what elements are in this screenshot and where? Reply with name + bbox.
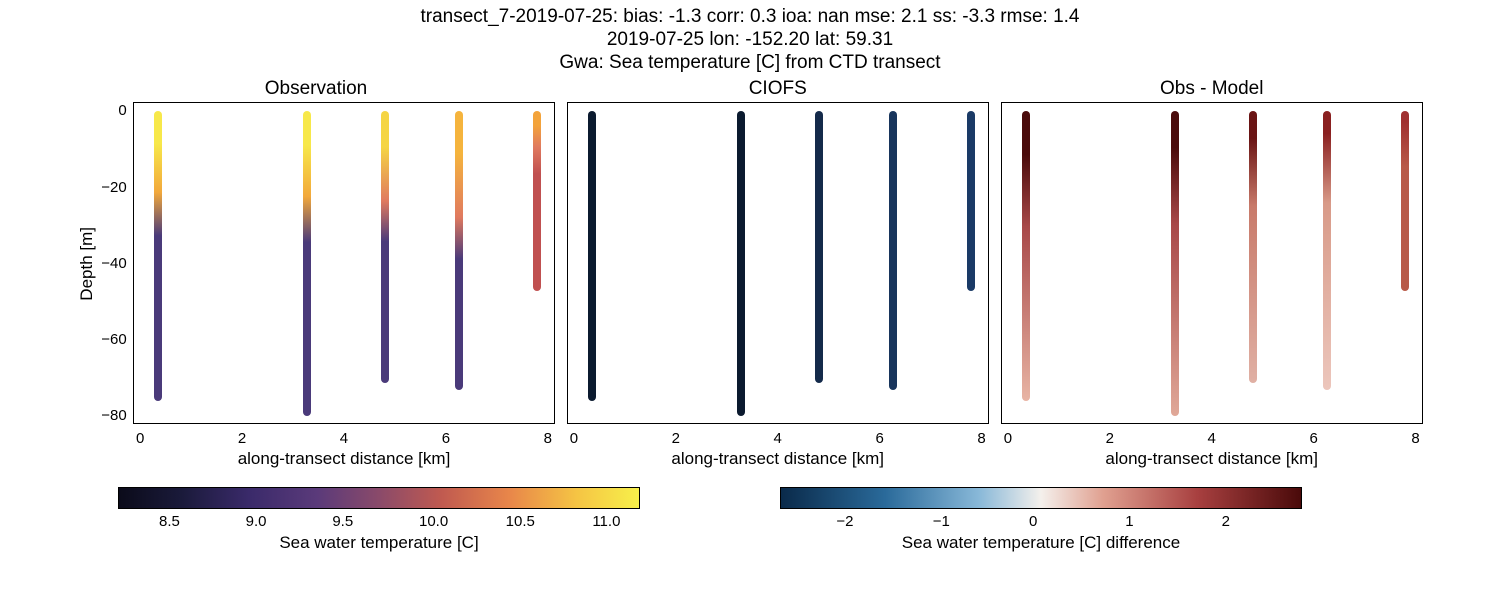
- cast-profile: [533, 111, 541, 291]
- plot-observation: [133, 102, 555, 424]
- x-axis-label: along-transect distance [km]: [671, 449, 884, 469]
- panel-title: Obs - Model: [1160, 78, 1263, 100]
- cast-profile: [588, 111, 596, 402]
- panel-ciofs: CIOFS 0 2 4 6 8 along-transect distance …: [567, 78, 989, 469]
- colorbars-row: 8.59.09.510.010.511.0 Sea water temperat…: [0, 487, 1500, 553]
- colorbar-temperature: 8.59.09.510.010.511.0 Sea water temperat…: [118, 487, 640, 553]
- panel-diff: Obs - Model 0 2 4 6 8 along-transect dis…: [1001, 78, 1423, 469]
- panels-row: Observation Depth [m] 0 −20 −40 −60 −80 …: [0, 78, 1500, 469]
- colorbar-difference: −2−1012 Sea water temperature [C] differ…: [780, 487, 1302, 553]
- title-line-3: Gwa: Sea temperature [C] from CTD transe…: [0, 52, 1500, 75]
- x-ticks: 0 2 4 6 8: [1002, 430, 1422, 447]
- plot-ciofs: [567, 102, 989, 424]
- cast-profile: [889, 111, 897, 391]
- plot-diff: [1001, 102, 1423, 424]
- cast-profile: [1249, 111, 1257, 383]
- cast-profile: [815, 111, 823, 383]
- cast-profile: [737, 111, 745, 416]
- title-line-1: transect_7-2019-07-25: bias: -1.3 corr: …: [0, 6, 1500, 29]
- colorbar-label: Sea water temperature [C] difference: [902, 533, 1180, 553]
- y-axis-label: Depth [m]: [77, 227, 97, 301]
- panel-observation: Observation Depth [m] 0 −20 −40 −60 −80 …: [77, 78, 554, 469]
- cast-profile: [1401, 111, 1409, 291]
- panel-title: Observation: [265, 78, 367, 100]
- x-ticks: 0 2 4 6 8: [568, 430, 988, 447]
- colorbar-ticks: 8.59.09.510.010.511.0: [119, 513, 639, 531]
- colorbar-gradient: [780, 487, 1302, 509]
- colorbar-ticks: −2−1012: [781, 513, 1301, 531]
- x-axis-label: along-transect distance [km]: [1105, 449, 1318, 469]
- cast-profile: [1022, 111, 1030, 402]
- x-axis-label: along-transect distance [km]: [238, 449, 451, 469]
- colorbar-label: Sea water temperature [C]: [279, 533, 478, 553]
- cast-profile: [1323, 111, 1331, 391]
- x-ticks: 0 2 4 6 8: [134, 430, 554, 447]
- figure-titles: transect_7-2019-07-25: bias: -1.3 corr: …: [0, 0, 1500, 74]
- panel-title: CIOFS: [749, 78, 807, 100]
- cast-profile: [381, 111, 389, 383]
- cast-profile: [967, 111, 975, 291]
- cast-profile: [1171, 111, 1179, 416]
- title-line-2: 2019-07-25 lon: -152.20 lat: 59.31: [0, 29, 1500, 52]
- y-ticks: 0 −20 −40 −60 −80: [101, 103, 132, 423]
- colorbar-gradient: [118, 487, 640, 509]
- cast-profile: [303, 111, 311, 416]
- cast-profile: [154, 111, 162, 402]
- cast-profile: [455, 111, 463, 391]
